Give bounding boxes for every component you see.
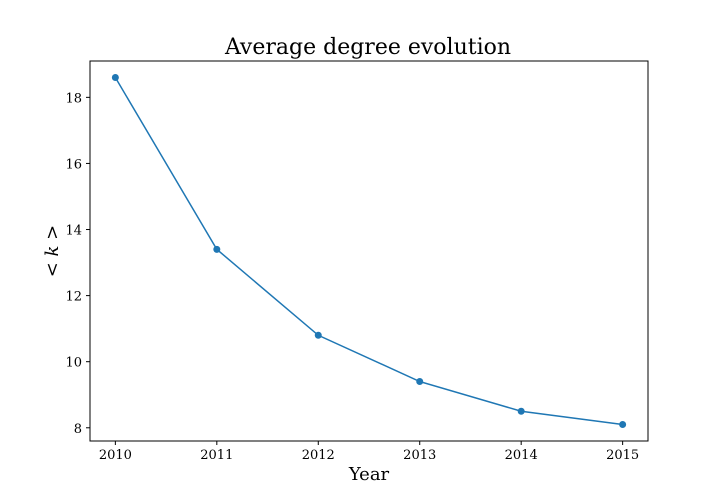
y-axis-label: < k >: [42, 225, 63, 278]
x-tick-label: 2013: [403, 448, 436, 463]
series-line: [114, 77, 623, 426]
y-tick-label: 16: [65, 157, 82, 172]
y-axis-ticks: 8 10 12 14 16 18: [65, 91, 90, 437]
y-tick-label: 10: [65, 356, 82, 371]
x-tick-label: 2010: [99, 448, 132, 463]
data-point: [416, 378, 424, 386]
x-tick-label: 2014: [505, 448, 538, 463]
x-axis-ticks: 2010 2011 2012 2013 2014 2015: [99, 441, 639, 463]
data-point: [517, 407, 525, 415]
data-point: [213, 245, 221, 253]
x-tick-label: 2011: [200, 448, 233, 463]
x-tick-label: 2012: [302, 448, 335, 463]
y-tick-label: 8: [74, 422, 82, 437]
plot-area: [89, 60, 649, 442]
data-point: [111, 74, 119, 82]
data-point: [314, 331, 322, 339]
data-point: [619, 420, 627, 428]
series-layer: [111, 74, 627, 428]
x-axis-label: Year: [348, 464, 390, 485]
chart-title: Average degree evolution: [224, 35, 511, 60]
y-tick-label: 18: [65, 91, 82, 106]
y-tick-label: 14: [65, 224, 82, 239]
x-tick-label: 2015: [606, 448, 639, 463]
y-tick-label: 12: [65, 290, 82, 305]
